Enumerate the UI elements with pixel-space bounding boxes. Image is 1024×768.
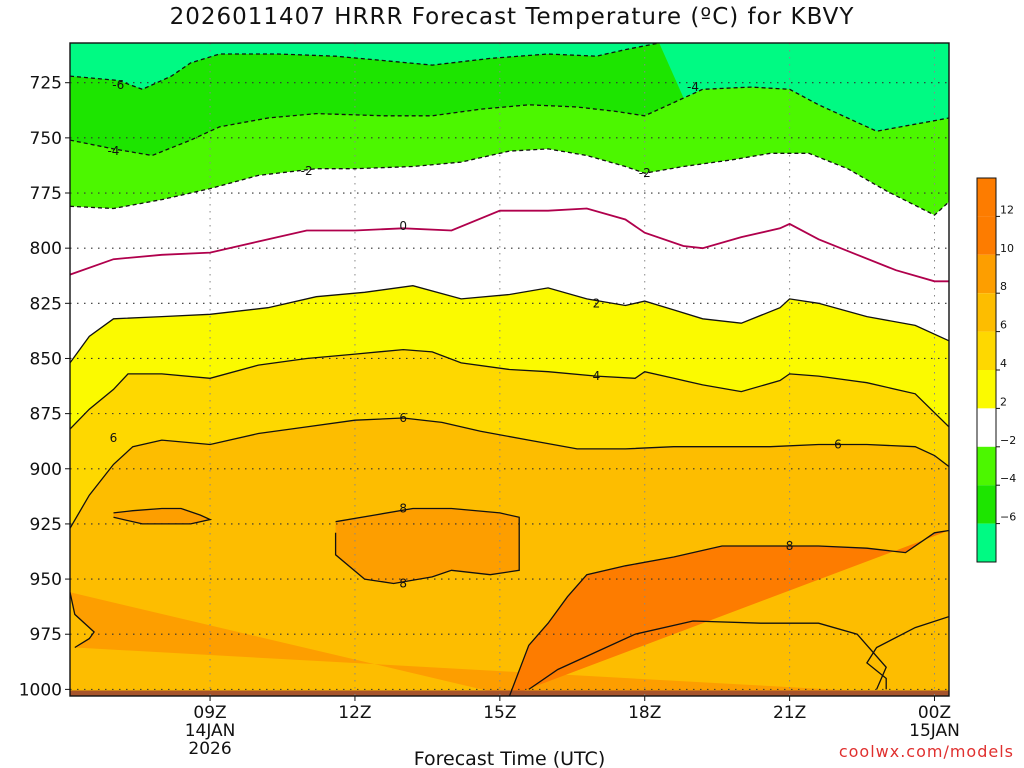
colorbar-cell-3	[977, 293, 996, 332]
colorbar-label-4: 4	[1000, 357, 1007, 370]
colorbar-cell-0	[977, 178, 996, 217]
colorbar-label-1: 10	[1000, 242, 1014, 255]
ytick-label-800: 800	[30, 239, 62, 259]
xtick-label-12Z-0: 12Z	[338, 703, 371, 723]
contour-label-7: 4	[593, 369, 601, 383]
contour-label-1: -4	[687, 80, 699, 94]
isotherm-8-10	[508, 529, 949, 696]
contour-label-11: 8	[399, 501, 407, 515]
contour-label-5: 0	[399, 219, 407, 233]
colorbar-cell-5	[977, 370, 996, 409]
xtick-label-09Z-1: 14JAN	[185, 721, 236, 741]
isotherm--6-0	[70, 43, 660, 91]
isotherm-4-5	[70, 348, 949, 430]
colorbar-cell-9	[977, 523, 996, 562]
isotherm-6-6	[70, 417, 949, 529]
xtick-label-21Z-0: 21Z	[773, 703, 806, 723]
ytick-label-850: 850	[30, 349, 62, 369]
ytick-label-825: 825	[30, 294, 62, 314]
contour-label-0: -6	[112, 78, 124, 92]
contour-label-2: -4	[107, 144, 119, 158]
colorbar-label-8: −6	[1000, 511, 1016, 524]
colorbar-label-7: −4	[1000, 472, 1016, 485]
contour-label-9: 6	[399, 411, 407, 425]
xtick-label-09Z-2: 2026	[188, 739, 231, 759]
xtick-label-18Z-0: 18Z	[628, 703, 661, 723]
colorbar-cell-7	[977, 446, 996, 486]
xtick-label-15Z-0: 15Z	[483, 703, 516, 723]
isotherm--2-2	[70, 148, 949, 216]
ytick-label-775: 775	[30, 184, 62, 204]
colorbar-label-2: 8	[1000, 280, 1007, 293]
fill-8-10-lower	[70, 592, 949, 696]
contour-label-13: 8	[786, 539, 794, 553]
ytick-label-975: 975	[30, 625, 62, 645]
ytick-label-1000: 1000	[19, 680, 62, 700]
contour-label-10: 6	[834, 438, 842, 452]
colorbar-cell-1	[977, 216, 996, 255]
xtick-label-00Z-1: 15JAN	[909, 721, 960, 741]
contour-label-12: 8	[399, 576, 407, 590]
isotherm-8-9	[70, 592, 95, 649]
fill-8-10-cell-1	[335, 508, 520, 584]
isotherm-8-8	[334, 507, 520, 585]
colorbar-cell-6	[977, 408, 996, 447]
contour-label-8: 6	[110, 431, 118, 445]
ytick-label-875: 875	[30, 405, 62, 425]
isotherm-8-12	[866, 615, 949, 690]
isotherm--4-1	[70, 86, 949, 157]
xtick-label-00Z-0: 00Z	[918, 703, 951, 723]
colorbar-cell-8	[977, 485, 996, 524]
isotherm-10-11	[528, 620, 887, 690]
isotherm-2-4	[70, 285, 949, 364]
xtick-label-09Z-0: 09Z	[193, 703, 226, 723]
fill-8-10-cell-0	[113, 508, 211, 524]
contour-label-6: 2	[593, 296, 601, 310]
colorbar: 12 10 8 6 4 2 −2 −4 −6	[976, 177, 1016, 563]
colorbar-label-5: 2	[1000, 395, 1007, 408]
plot-frame	[69, 42, 950, 697]
colorbar-cell-4	[977, 331, 996, 370]
contour-label-4: -2	[639, 166, 651, 180]
ytick-label-925: 925	[30, 515, 62, 535]
colorbar-cell-2	[977, 254, 996, 294]
ytick-label-900: 900	[30, 460, 62, 480]
x-axis-label: Forecast Time (UTC)	[414, 748, 605, 768]
colorbar-label-6: −2	[1000, 434, 1016, 447]
isotherm-lines	[70, 43, 949, 696]
colorbar-label-0: 12	[1000, 203, 1014, 216]
chart-title: 2026011407 HRRR Forecast Temperature (ºC…	[169, 4, 855, 30]
contour-label-3: -2	[301, 164, 313, 178]
fill-10-12	[509, 530, 949, 696]
colorbar-label-3: 6	[1000, 319, 1007, 332]
isotherm-8-7	[113, 507, 213, 525]
ground-strip	[70, 690, 949, 696]
ytick-label-725: 725	[30, 74, 62, 94]
isotherm-0-3	[70, 207, 949, 283]
ytick-label-750: 750	[30, 129, 62, 149]
source-credit: coolwx.com/models	[838, 742, 1014, 761]
ytick-label-950: 950	[30, 570, 62, 590]
